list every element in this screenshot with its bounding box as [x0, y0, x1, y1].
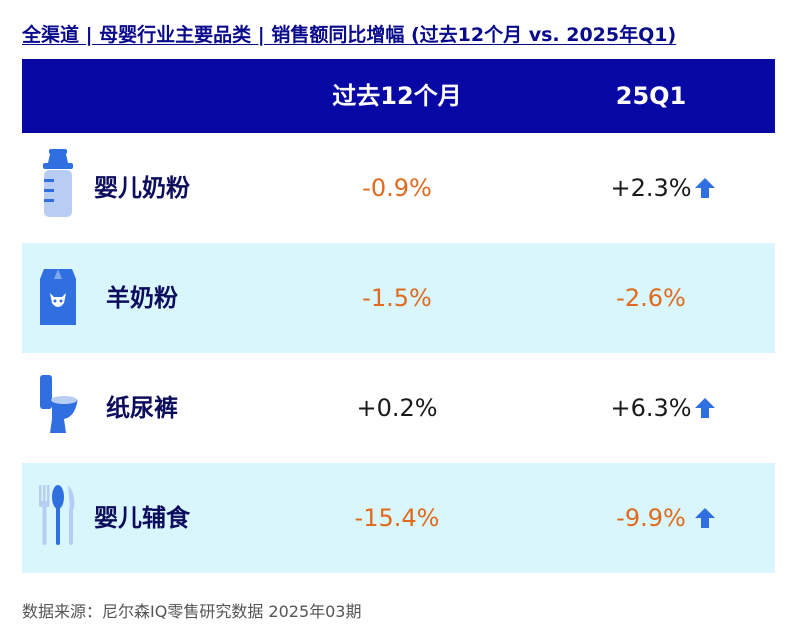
- q1-value: -2.6%: [616, 284, 686, 312]
- q1-value: +2.3%: [610, 174, 692, 202]
- past12m-value: -15.4%: [354, 504, 440, 532]
- up-arrow-icon: [695, 178, 715, 198]
- data-source-note: 数据来源：尼尔森IQ零售研究数据 2025年03期: [22, 602, 362, 621]
- past12m-value: +0.2%: [356, 394, 438, 422]
- toilet-icon: [40, 375, 78, 433]
- cutlery-icon: [39, 485, 75, 545]
- category-label: 婴儿辅食: [94, 504, 190, 532]
- header-past-12-months: 过去12个月: [332, 82, 462, 110]
- table-row: 婴儿奶粉 -0.9% +2.3%: [22, 133, 775, 243]
- table-header: 过去12个月 25Q1: [22, 59, 775, 133]
- past12m-value: -0.9%: [362, 174, 432, 202]
- baby-bottle-icon: [43, 149, 73, 217]
- header-25q1: 25Q1: [615, 82, 687, 110]
- up-arrow-icon: [695, 508, 715, 528]
- table-row: 婴儿辅食 -15.4% -9.9%: [22, 463, 775, 573]
- q1-value: +6.3%: [610, 394, 692, 422]
- past12m-value: -1.5%: [362, 284, 432, 312]
- table-row: 纸尿裤 +0.2% +6.3%: [22, 353, 775, 463]
- chart-title: 全渠道 | 母婴行业主要品类 | 销售额同比增幅 (过去12个月 vs. 202…: [22, 24, 677, 46]
- q1-value: -9.9%: [616, 504, 686, 532]
- up-arrow-icon: [695, 398, 715, 418]
- category-label: 羊奶粉: [106, 284, 178, 312]
- category-label: 纸尿裤: [106, 394, 178, 422]
- table-row: 羊奶粉 -1.5% -2.6%: [22, 243, 775, 353]
- category-label: 婴儿奶粉: [94, 174, 190, 202]
- growth-table: 过去12个月 25Q1 婴儿奶粉 -0.9% +2.3%: [22, 59, 775, 573]
- goat-milk-carton-icon: [40, 269, 76, 325]
